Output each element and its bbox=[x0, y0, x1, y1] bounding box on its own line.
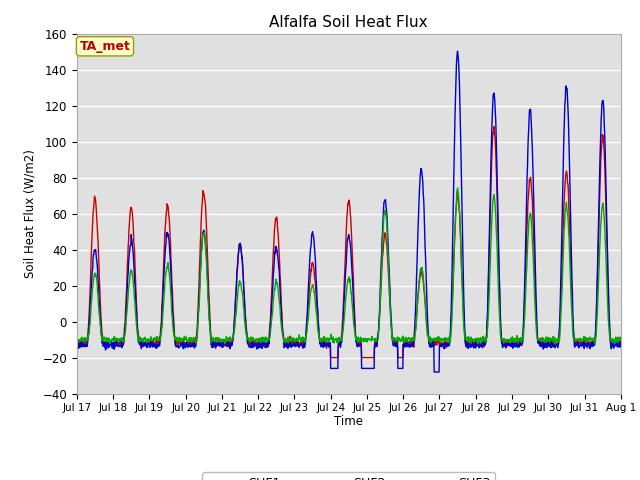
SHF1 bbox=[327, 355, 335, 360]
SHF3 bbox=[73, 334, 81, 340]
SHF2 bbox=[570, 320, 577, 325]
SHF2 bbox=[617, 344, 625, 349]
SHF3 bbox=[432, 335, 440, 341]
SHF3 bbox=[300, 334, 307, 340]
SHF1 bbox=[570, 326, 577, 332]
SHF2 bbox=[73, 343, 81, 348]
Line: SHF2: SHF2 bbox=[77, 51, 621, 372]
Title: Alfalfa Soil Heat Flux: Alfalfa Soil Heat Flux bbox=[269, 15, 428, 30]
SHF2 bbox=[454, 48, 461, 54]
SHF1 bbox=[287, 333, 294, 339]
SHF1 bbox=[490, 124, 498, 130]
SHF3 bbox=[454, 185, 461, 191]
SHF3 bbox=[522, 282, 530, 288]
SHF1 bbox=[617, 336, 625, 342]
SHF2 bbox=[433, 369, 440, 375]
SHF1 bbox=[300, 342, 307, 348]
SHF2 bbox=[430, 369, 438, 375]
SHF2 bbox=[287, 339, 294, 345]
SHF1 bbox=[193, 329, 201, 335]
X-axis label: Time: Time bbox=[334, 415, 364, 428]
SHF2 bbox=[300, 341, 307, 347]
SHF2 bbox=[193, 332, 201, 338]
SHF1 bbox=[73, 337, 81, 343]
SHF2 bbox=[522, 208, 530, 214]
Legend: SHF1, SHF2, SHF3: SHF1, SHF2, SHF3 bbox=[202, 472, 495, 480]
SHF3 bbox=[591, 341, 599, 347]
SHF1 bbox=[433, 339, 440, 345]
Y-axis label: Soil Heat Flux (W/m2): Soil Heat Flux (W/m2) bbox=[24, 149, 36, 278]
Text: TA_met: TA_met bbox=[79, 40, 131, 53]
Line: SHF1: SHF1 bbox=[77, 127, 621, 358]
SHF3 bbox=[193, 334, 201, 339]
SHF3 bbox=[287, 336, 294, 341]
Line: SHF3: SHF3 bbox=[77, 188, 621, 344]
SHF1 bbox=[522, 247, 530, 252]
SHF3 bbox=[569, 331, 577, 336]
SHF3 bbox=[617, 337, 625, 343]
